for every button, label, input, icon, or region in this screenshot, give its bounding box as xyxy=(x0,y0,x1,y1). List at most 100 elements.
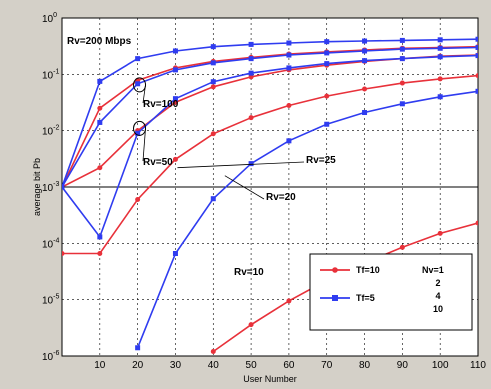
y-tick-label: 10-3 xyxy=(42,181,59,194)
data-point xyxy=(248,70,254,76)
data-point xyxy=(248,56,254,62)
legend-value: 2 xyxy=(435,278,440,288)
data-point xyxy=(286,298,292,304)
data-point xyxy=(475,44,478,50)
data-point xyxy=(399,56,405,62)
y-tick-label: 10-4 xyxy=(42,237,59,250)
data-point xyxy=(286,65,292,71)
data-point xyxy=(97,119,103,125)
annotation-leader xyxy=(142,84,146,104)
legend-value: 4 xyxy=(435,291,440,301)
data-point xyxy=(324,50,330,56)
annotation-label: Rv=50 xyxy=(143,157,173,168)
data-point xyxy=(437,45,443,51)
data-point xyxy=(324,39,330,45)
annotation-leader xyxy=(142,128,146,162)
data-point xyxy=(135,345,141,351)
data-point xyxy=(475,88,478,94)
data-point xyxy=(437,54,443,60)
x-tick-label: 70 xyxy=(321,360,333,371)
x-tick-label: 60 xyxy=(283,360,295,371)
data-point xyxy=(248,161,254,167)
x-tick-label: 100 xyxy=(432,360,449,371)
data-point xyxy=(286,102,292,108)
data-point xyxy=(248,115,254,121)
data-point xyxy=(324,61,330,67)
data-point xyxy=(62,184,65,190)
data-point xyxy=(172,250,178,256)
data-point xyxy=(210,79,216,85)
data-point xyxy=(437,94,443,100)
annotation-label: Rv=25 xyxy=(306,155,336,166)
annotation-label: Rv=10 xyxy=(234,267,264,278)
data-point xyxy=(437,230,443,236)
annotation-arrow xyxy=(224,175,265,200)
y-tick-label: 10-1 xyxy=(42,68,59,81)
data-point xyxy=(172,156,178,162)
y-tick-label: 100 xyxy=(42,12,57,25)
axes: 10 20 30 40 50 60 70 80 90 100 110 10-6 10-5 10-4 10-3… xyxy=(42,12,486,371)
y-axis-label: average bit Pb xyxy=(32,158,42,216)
data-point xyxy=(362,48,368,54)
legend-box xyxy=(309,253,473,331)
data-point xyxy=(362,110,368,116)
data-point xyxy=(324,121,330,127)
data-point xyxy=(135,130,141,136)
data-point xyxy=(475,36,478,42)
y-tick-label: 10-6 xyxy=(42,350,59,363)
x-tick-label: 110 xyxy=(470,360,486,371)
data-point xyxy=(399,46,405,52)
data-point xyxy=(172,96,178,102)
data-point xyxy=(248,322,254,328)
x-tick-label: 50 xyxy=(246,360,258,371)
data-point xyxy=(248,74,254,80)
data-point xyxy=(172,48,178,54)
data-point xyxy=(324,93,330,99)
x-tick-label: 80 xyxy=(359,360,371,371)
data-point xyxy=(210,349,216,355)
legend: Tf=10 Tf=5 Nv=1 2 4 10 xyxy=(309,253,473,331)
x-axis-label: User Number xyxy=(243,374,297,384)
series-line-2 xyxy=(62,38,478,188)
data-point xyxy=(362,38,368,44)
series-line-4 xyxy=(62,46,478,188)
data-point xyxy=(475,53,478,59)
data-point xyxy=(437,76,443,82)
data-point xyxy=(172,67,178,73)
series-line-8 xyxy=(136,90,478,349)
x-tick-label: 10 xyxy=(94,360,106,371)
y-tick-label: 10-5 xyxy=(42,294,59,307)
annotation-arrow xyxy=(177,161,305,169)
data-point xyxy=(286,138,292,144)
x-tick-label: 90 xyxy=(397,360,409,371)
series-line-5 xyxy=(62,74,478,255)
x-tick-label: 40 xyxy=(208,360,220,371)
data-point xyxy=(210,196,216,202)
data-point xyxy=(362,86,368,92)
data-point xyxy=(97,234,103,240)
legend-marker xyxy=(332,295,338,301)
data-point xyxy=(286,40,292,46)
data-point xyxy=(135,81,141,87)
data-point xyxy=(135,196,141,202)
data-point xyxy=(97,250,103,256)
annotation-label: Rv=200 Mbps xyxy=(67,36,132,47)
data-point xyxy=(97,78,103,84)
data-point xyxy=(210,60,216,66)
data-point xyxy=(286,52,292,58)
legend-values-title: Nv=1 xyxy=(422,265,444,275)
data-point xyxy=(210,131,216,137)
data-point xyxy=(399,80,405,86)
y-tick-label: 10-2 xyxy=(42,125,59,138)
data-point xyxy=(97,165,103,171)
data-point xyxy=(475,73,478,79)
data-point xyxy=(62,250,65,256)
data-point xyxy=(399,101,405,107)
data-point xyxy=(399,244,405,250)
data-point xyxy=(248,41,254,47)
data-point xyxy=(210,44,216,50)
legend-entry-label: Tf=10 xyxy=(356,265,380,275)
data-point xyxy=(362,58,368,64)
legend-marker xyxy=(332,267,338,273)
